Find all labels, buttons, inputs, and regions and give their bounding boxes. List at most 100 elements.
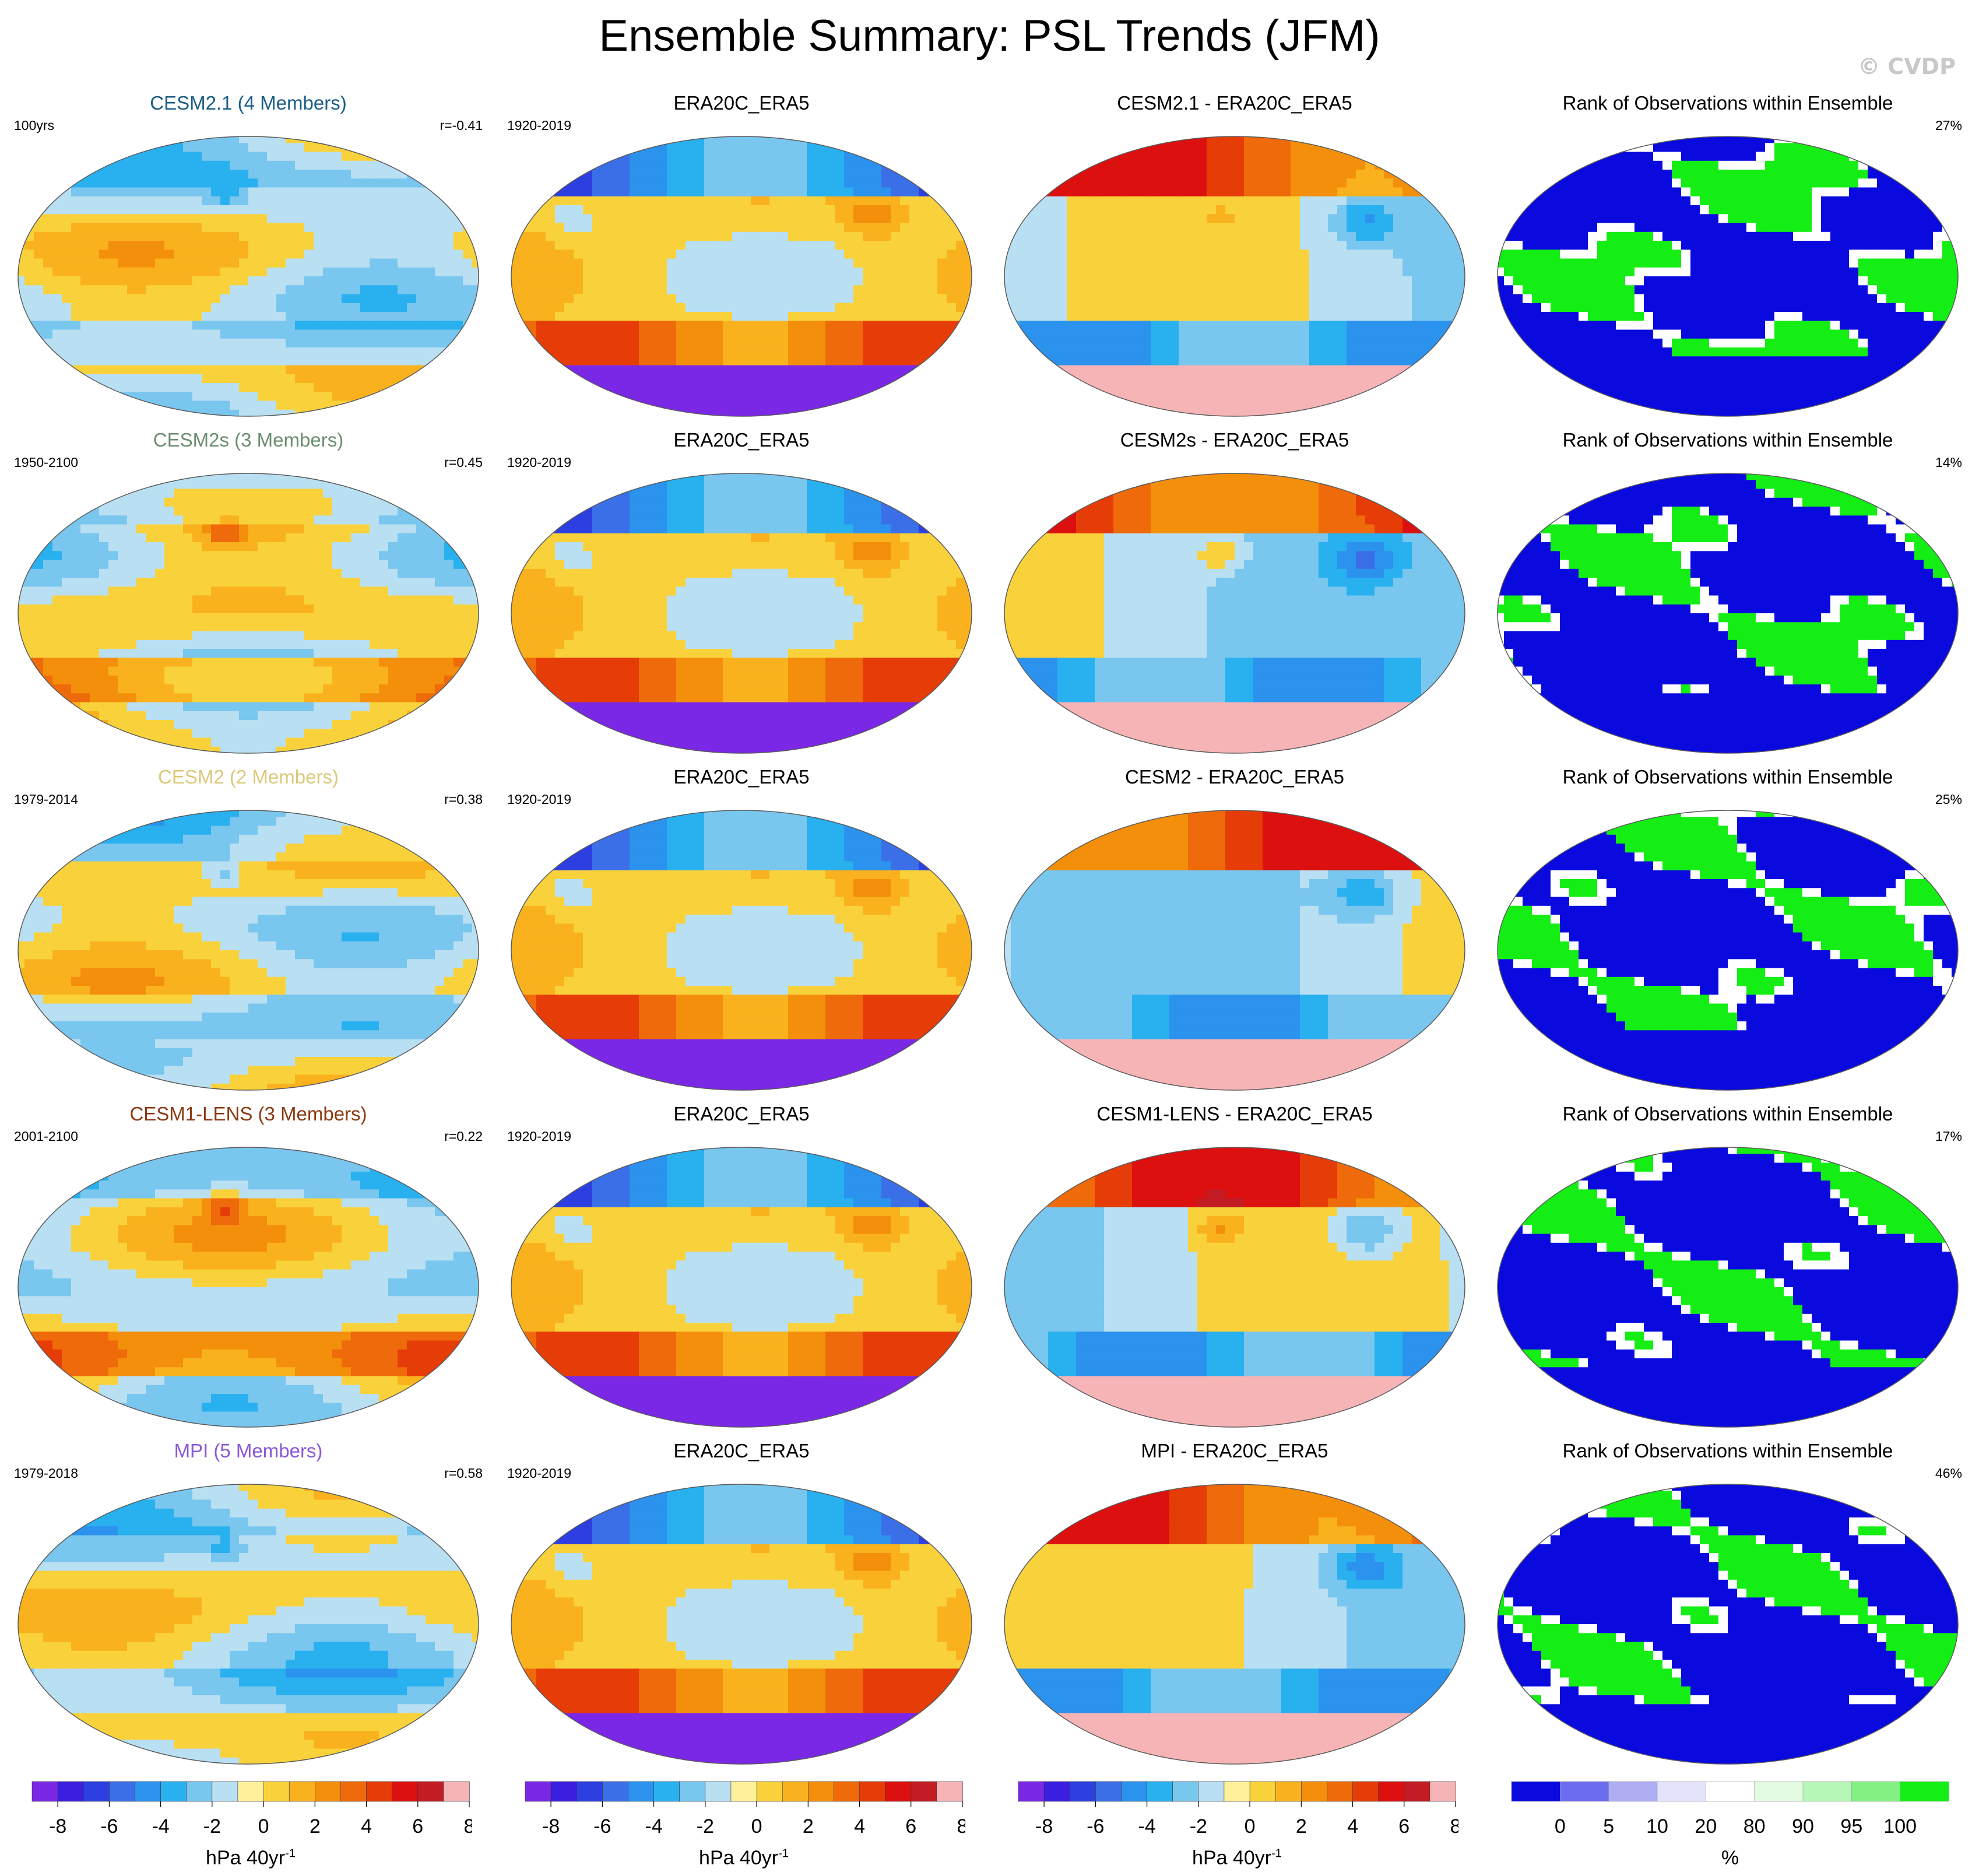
field-cell <box>1197 276 1207 286</box>
field-cell <box>1141 214 1151 224</box>
field-cell <box>407 329 417 339</box>
field-cell <box>43 338 53 348</box>
field-cell <box>398 258 407 268</box>
field-cell <box>1356 401 1366 410</box>
field-cell <box>379 267 389 277</box>
field-cell <box>164 329 174 339</box>
field-cell <box>555 401 565 410</box>
field-cell <box>1458 285 1465 295</box>
field-cell <box>258 178 268 188</box>
field-cell <box>555 294 565 304</box>
field-cell <box>511 160 518 170</box>
field-cell <box>108 178 118 188</box>
field-cell <box>844 267 854 277</box>
field-cell <box>825 338 835 348</box>
field-cell <box>1029 392 1039 402</box>
field-cell <box>435 312 445 321</box>
field-cell <box>18 312 25 321</box>
field-cell <box>592 321 602 331</box>
field-cell <box>611 136 621 143</box>
field-cell <box>713 401 723 410</box>
field-cell <box>118 383 128 392</box>
field-cell <box>788 178 798 188</box>
field-cell <box>511 205 518 215</box>
field-cell <box>323 365 333 375</box>
field-cell <box>1365 205 1375 215</box>
ensemble-r1-outline <box>17 136 479 417</box>
field-cell <box>454 303 463 312</box>
field-cell <box>1952 136 1958 143</box>
field-cell <box>1309 258 1319 268</box>
field-cell <box>648 223 658 233</box>
field-cell <box>891 312 901 321</box>
field-cell <box>1756 143 1766 153</box>
field-cell <box>71 338 81 348</box>
field-cell <box>258 170 268 179</box>
field-cell <box>351 338 361 348</box>
field-cell <box>1095 409 1105 416</box>
field-cell <box>536 241 546 250</box>
field-cell <box>332 285 342 295</box>
field-cell <box>34 143 44 153</box>
field-cell <box>155 392 165 402</box>
field-cell <box>1375 401 1384 410</box>
field-cell <box>463 347 473 357</box>
field-cell <box>398 136 407 143</box>
field-cell <box>779 347 789 357</box>
field-cell <box>146 294 156 304</box>
field-cell <box>1412 267 1422 277</box>
field-cell <box>1020 409 1030 416</box>
field-cell <box>146 178 156 188</box>
field-cell <box>108 258 118 268</box>
field-cell <box>407 267 417 277</box>
field-cell <box>1225 258 1235 268</box>
field-cell <box>1067 285 1077 295</box>
field-cell <box>1179 303 1189 312</box>
field-cell <box>1263 267 1273 277</box>
field-cell <box>546 170 556 179</box>
field-cell <box>1004 312 1011 321</box>
field-cell <box>220 187 230 197</box>
field-cell <box>398 383 407 392</box>
field-cell <box>648 258 658 268</box>
field-cell <box>853 401 863 410</box>
field-cell <box>155 241 165 250</box>
field-cell <box>527 285 537 295</box>
field-cell <box>71 170 81 179</box>
field-cell <box>667 196 677 206</box>
field-cell <box>202 231 212 241</box>
field-cell <box>909 321 919 331</box>
field-cell <box>1197 294 1207 304</box>
field-cell <box>1151 223 1161 233</box>
field-cell <box>323 241 333 250</box>
field-cell <box>18 214 25 224</box>
field-cell <box>426 250 435 259</box>
field-cell <box>43 231 53 241</box>
field-cell <box>518 152 528 161</box>
field-cell <box>1440 401 1450 410</box>
field-cell <box>853 409 863 416</box>
field-cell <box>1179 241 1189 250</box>
field-cell <box>1123 347 1133 357</box>
field-cell <box>1197 170 1207 179</box>
field-cell <box>1095 196 1105 206</box>
field-cell <box>1347 223 1356 233</box>
field-cell <box>779 312 789 321</box>
field-cell <box>965 312 972 321</box>
field-cell <box>1933 136 1943 143</box>
field-cell <box>146 214 156 224</box>
field-cell <box>723 392 733 402</box>
field-cell <box>1235 356 1245 366</box>
field-cell <box>1253 321 1263 331</box>
field-cell <box>230 152 240 161</box>
field-cell <box>704 321 714 331</box>
field-cell <box>1449 136 1459 143</box>
field-cell <box>360 338 370 348</box>
field-cell <box>1179 152 1189 161</box>
field-cell <box>1011 143 1021 153</box>
field-cell <box>797 258 807 268</box>
field-cell <box>136 321 146 331</box>
field-cell <box>183 143 193 153</box>
field-cell <box>416 374 426 384</box>
field-cell <box>704 143 714 153</box>
